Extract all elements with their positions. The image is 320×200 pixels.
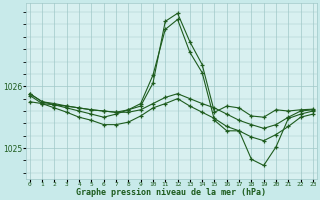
X-axis label: Graphe pression niveau de la mer (hPa): Graphe pression niveau de la mer (hPa) <box>76 188 267 197</box>
